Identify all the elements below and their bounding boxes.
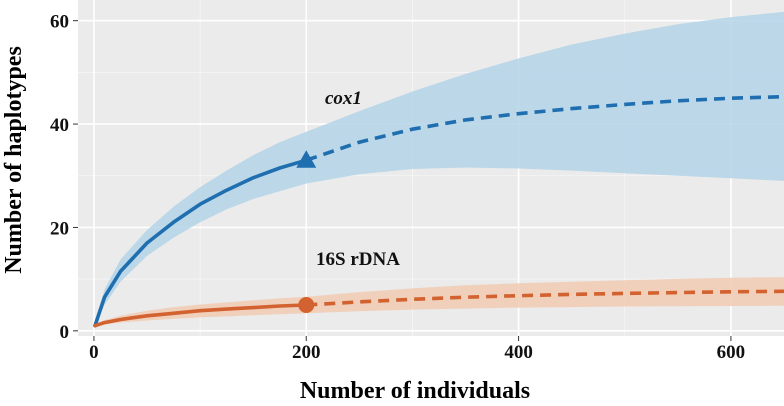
extrapolated-line-cox1 — [305, 94, 784, 162]
confidence-band-16s-rdna — [95, 277, 784, 326]
series-label-16s-rdna: 16S rDNA — [316, 249, 400, 270]
x-tick-label-400: 400 — [504, 342, 533, 363]
extrapolated-line-16s-rdna — [306, 289, 784, 307]
x-tick-label-200: 200 — [292, 342, 321, 363]
interpolated-line-cox1 — [93, 158, 309, 328]
series-markers — [296, 150, 317, 313]
axis-ticks: 0 200 400 600 0 20 40 60 — [50, 12, 745, 363]
reference-marker-16s-rdna — [298, 296, 315, 313]
x-axis-title: Number of individuals — [300, 378, 530, 404]
series-lines — [93, 94, 784, 328]
y-tick-label-20: 20 — [50, 218, 69, 239]
series-label-cox1: cox1 — [325, 88, 362, 109]
y-tick-label-60: 60 — [50, 12, 69, 33]
x-tick-label-600: 600 — [717, 342, 746, 363]
confidence-bands — [95, 11, 784, 326]
y-tick-label-40: 40 — [50, 115, 69, 136]
interpolated-line-16s-rdna — [93, 303, 309, 328]
y-axis-title: Number of haplotypes — [1, 46, 27, 274]
confidence-band-cox1 — [95, 11, 784, 326]
reference-marker-cox1 — [296, 150, 317, 168]
x-tick-label-0: 0 — [89, 342, 99, 363]
y-tick-label-0: 0 — [60, 322, 70, 343]
